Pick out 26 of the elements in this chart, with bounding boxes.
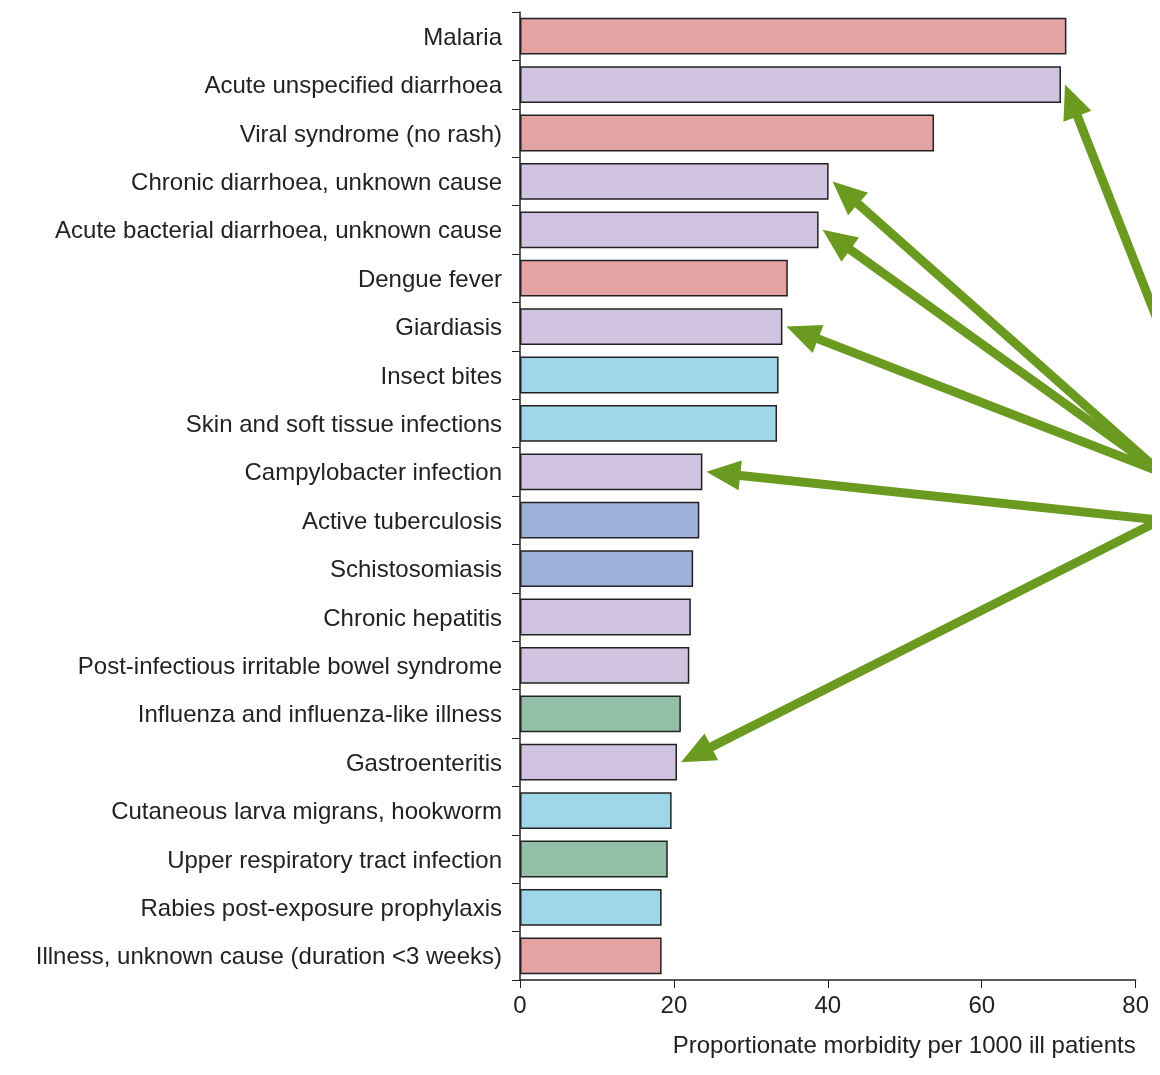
y-tick-label: Rabies post-exposure prophylaxis (140, 893, 502, 921)
y-tick-label: Acute bacterial diarrhoea, unknown cause (55, 216, 502, 244)
x-axis-title: Proportionate morbidity per 1000 ill patients (672, 1030, 1136, 1058)
x-tick-label: 20 (660, 990, 688, 1018)
y-tick-label: Skin and soft tissue infections (185, 409, 502, 437)
x-tick-label: 80 (1122, 990, 1149, 1018)
y-tick-label: Upper respiratory tract infection (167, 845, 502, 873)
y-tick-label: Campylobacter infection (244, 458, 502, 486)
y-tick-label: Acute unspecified diarrhoea (204, 71, 503, 99)
y-tick-label: Post-infectious irritable bowel syndrome (77, 651, 502, 679)
x-tick-label: 0 (513, 990, 527, 1018)
y-tick-label: Insect bites (380, 361, 502, 389)
x-tick-label: 40 (814, 990, 842, 1018)
y-tick-label: Influenza and influenza-like illness (137, 700, 502, 728)
y-tick-label: Malaria (423, 22, 503, 50)
y-tick-label: Illness, unknown cause (duration <3 weeks) (35, 942, 502, 970)
y-tick-label: Giardiasis (395, 313, 502, 341)
y-tick-label: Chronic diarrhoea, unknown cause (131, 167, 502, 195)
x-tick-label: 60 (968, 990, 996, 1018)
y-tick-label: Schistosomiasis (329, 555, 502, 583)
y-tick-label: Viral syndrome (no rash) (239, 119, 502, 147)
y-tick-label: Active tuberculosis (301, 506, 502, 534)
y-tick-label: Chronic hepatitis (323, 603, 502, 631)
y-tick-label: Gastroenteritis (345, 748, 502, 776)
y-tick-label: Cutaneous larva migrans, hookworm (111, 797, 502, 825)
y-tick-label: Dengue fever (357, 264, 503, 292)
